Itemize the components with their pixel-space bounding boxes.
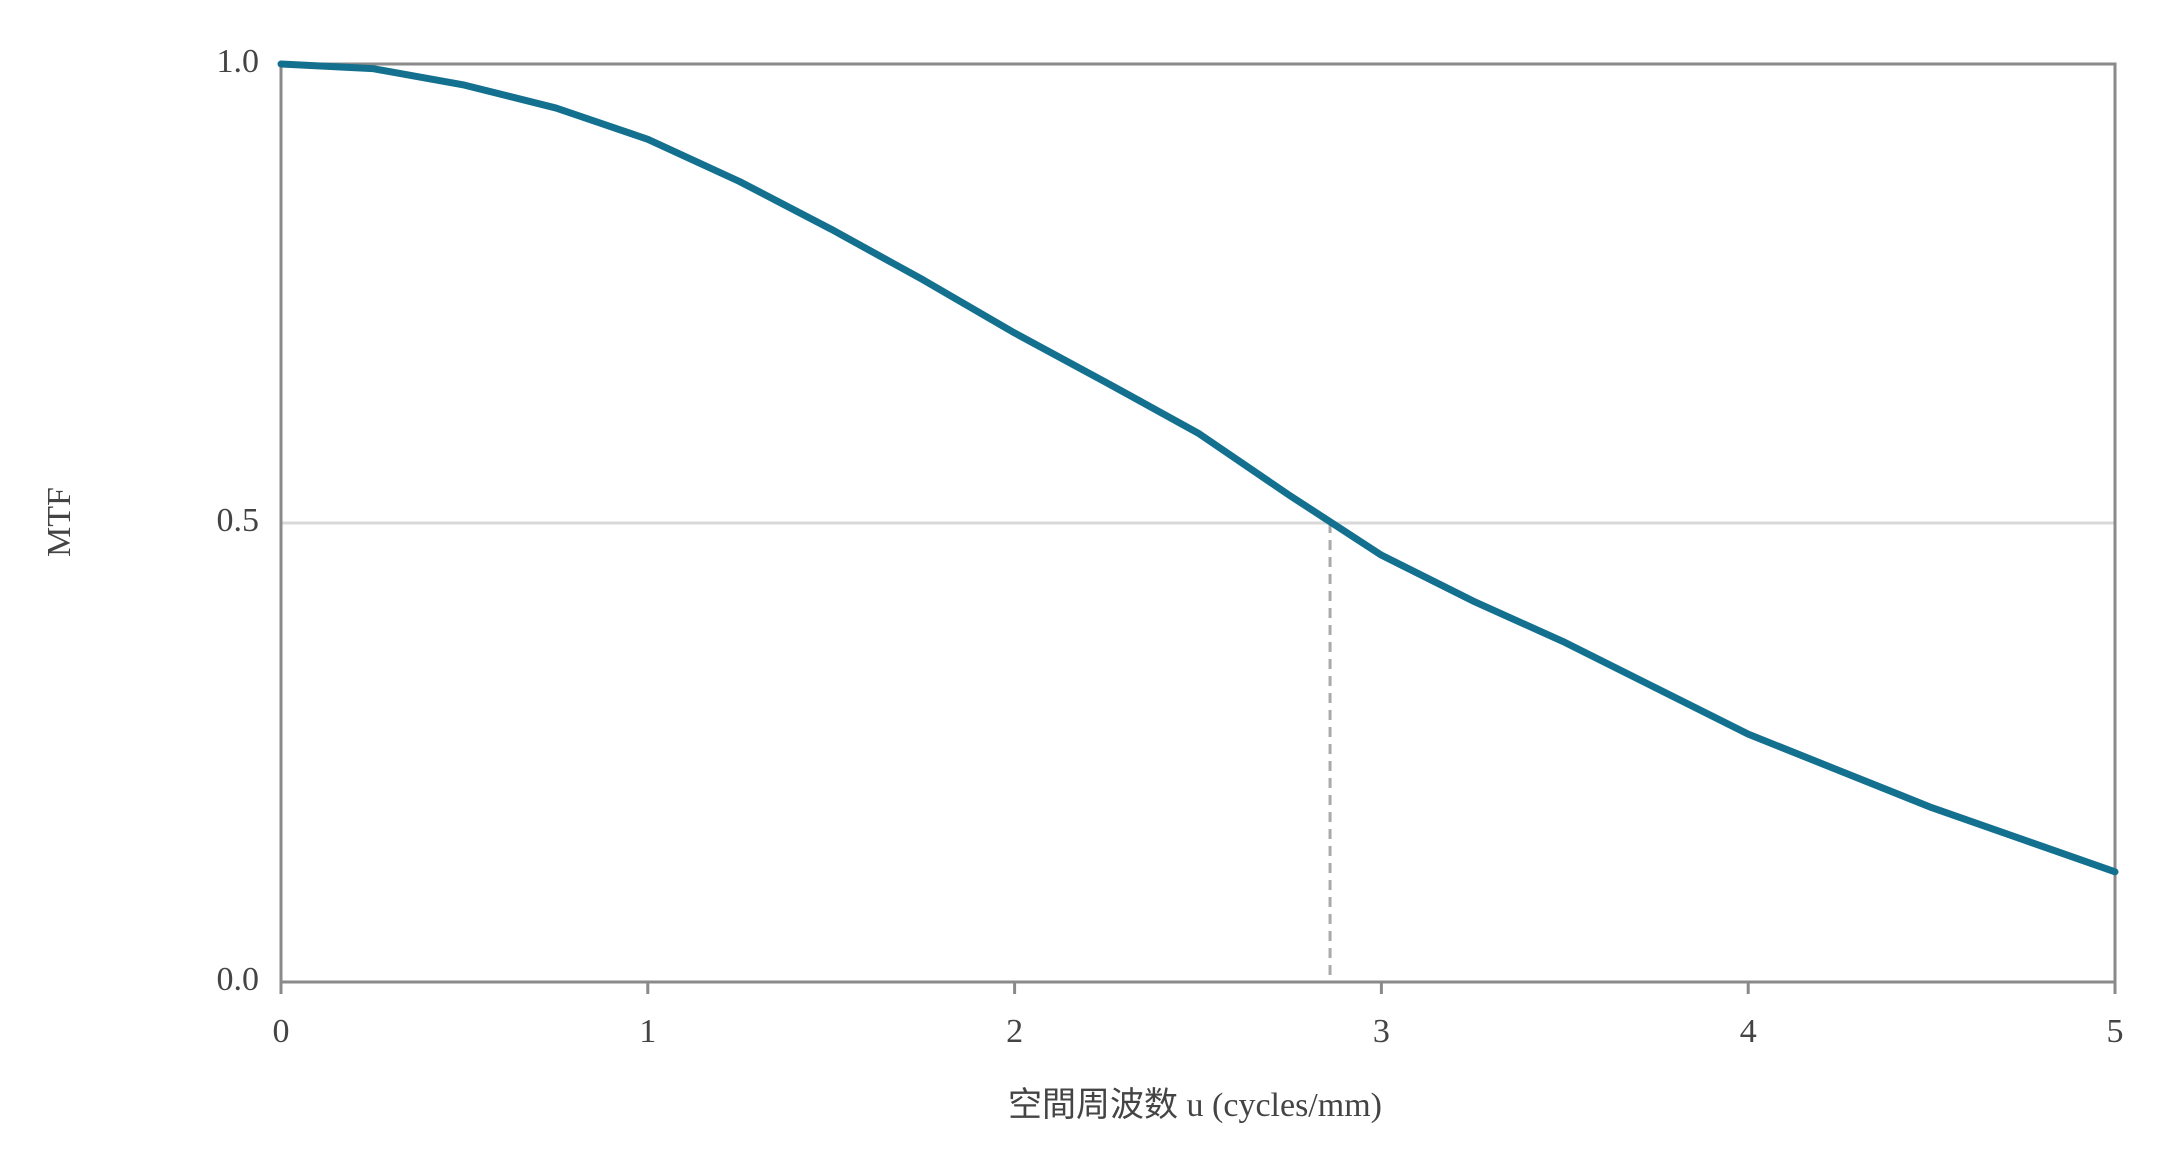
- x-tick-label: 1: [639, 1013, 656, 1050]
- y-tick-label: 0.5: [217, 502, 260, 539]
- y-axis-label: MTF: [41, 487, 78, 557]
- x-tick-label: 5: [2107, 1013, 2124, 1050]
- y-tick-label: 0.0: [217, 961, 260, 998]
- plot-frame: [279, 62, 2117, 984]
- x-axis-label: 空間周波数 u (cycles/mm): [1008, 1086, 1382, 1124]
- y-tick-label: 1.0: [217, 43, 260, 80]
- x-tick-label: 2: [1006, 1013, 1023, 1050]
- x-tick-label: 3: [1373, 1013, 1390, 1050]
- x-tick-label: 0: [273, 1013, 290, 1050]
- x-tick-label: 4: [1740, 1013, 1757, 1050]
- series-line: [277, 60, 2119, 876]
